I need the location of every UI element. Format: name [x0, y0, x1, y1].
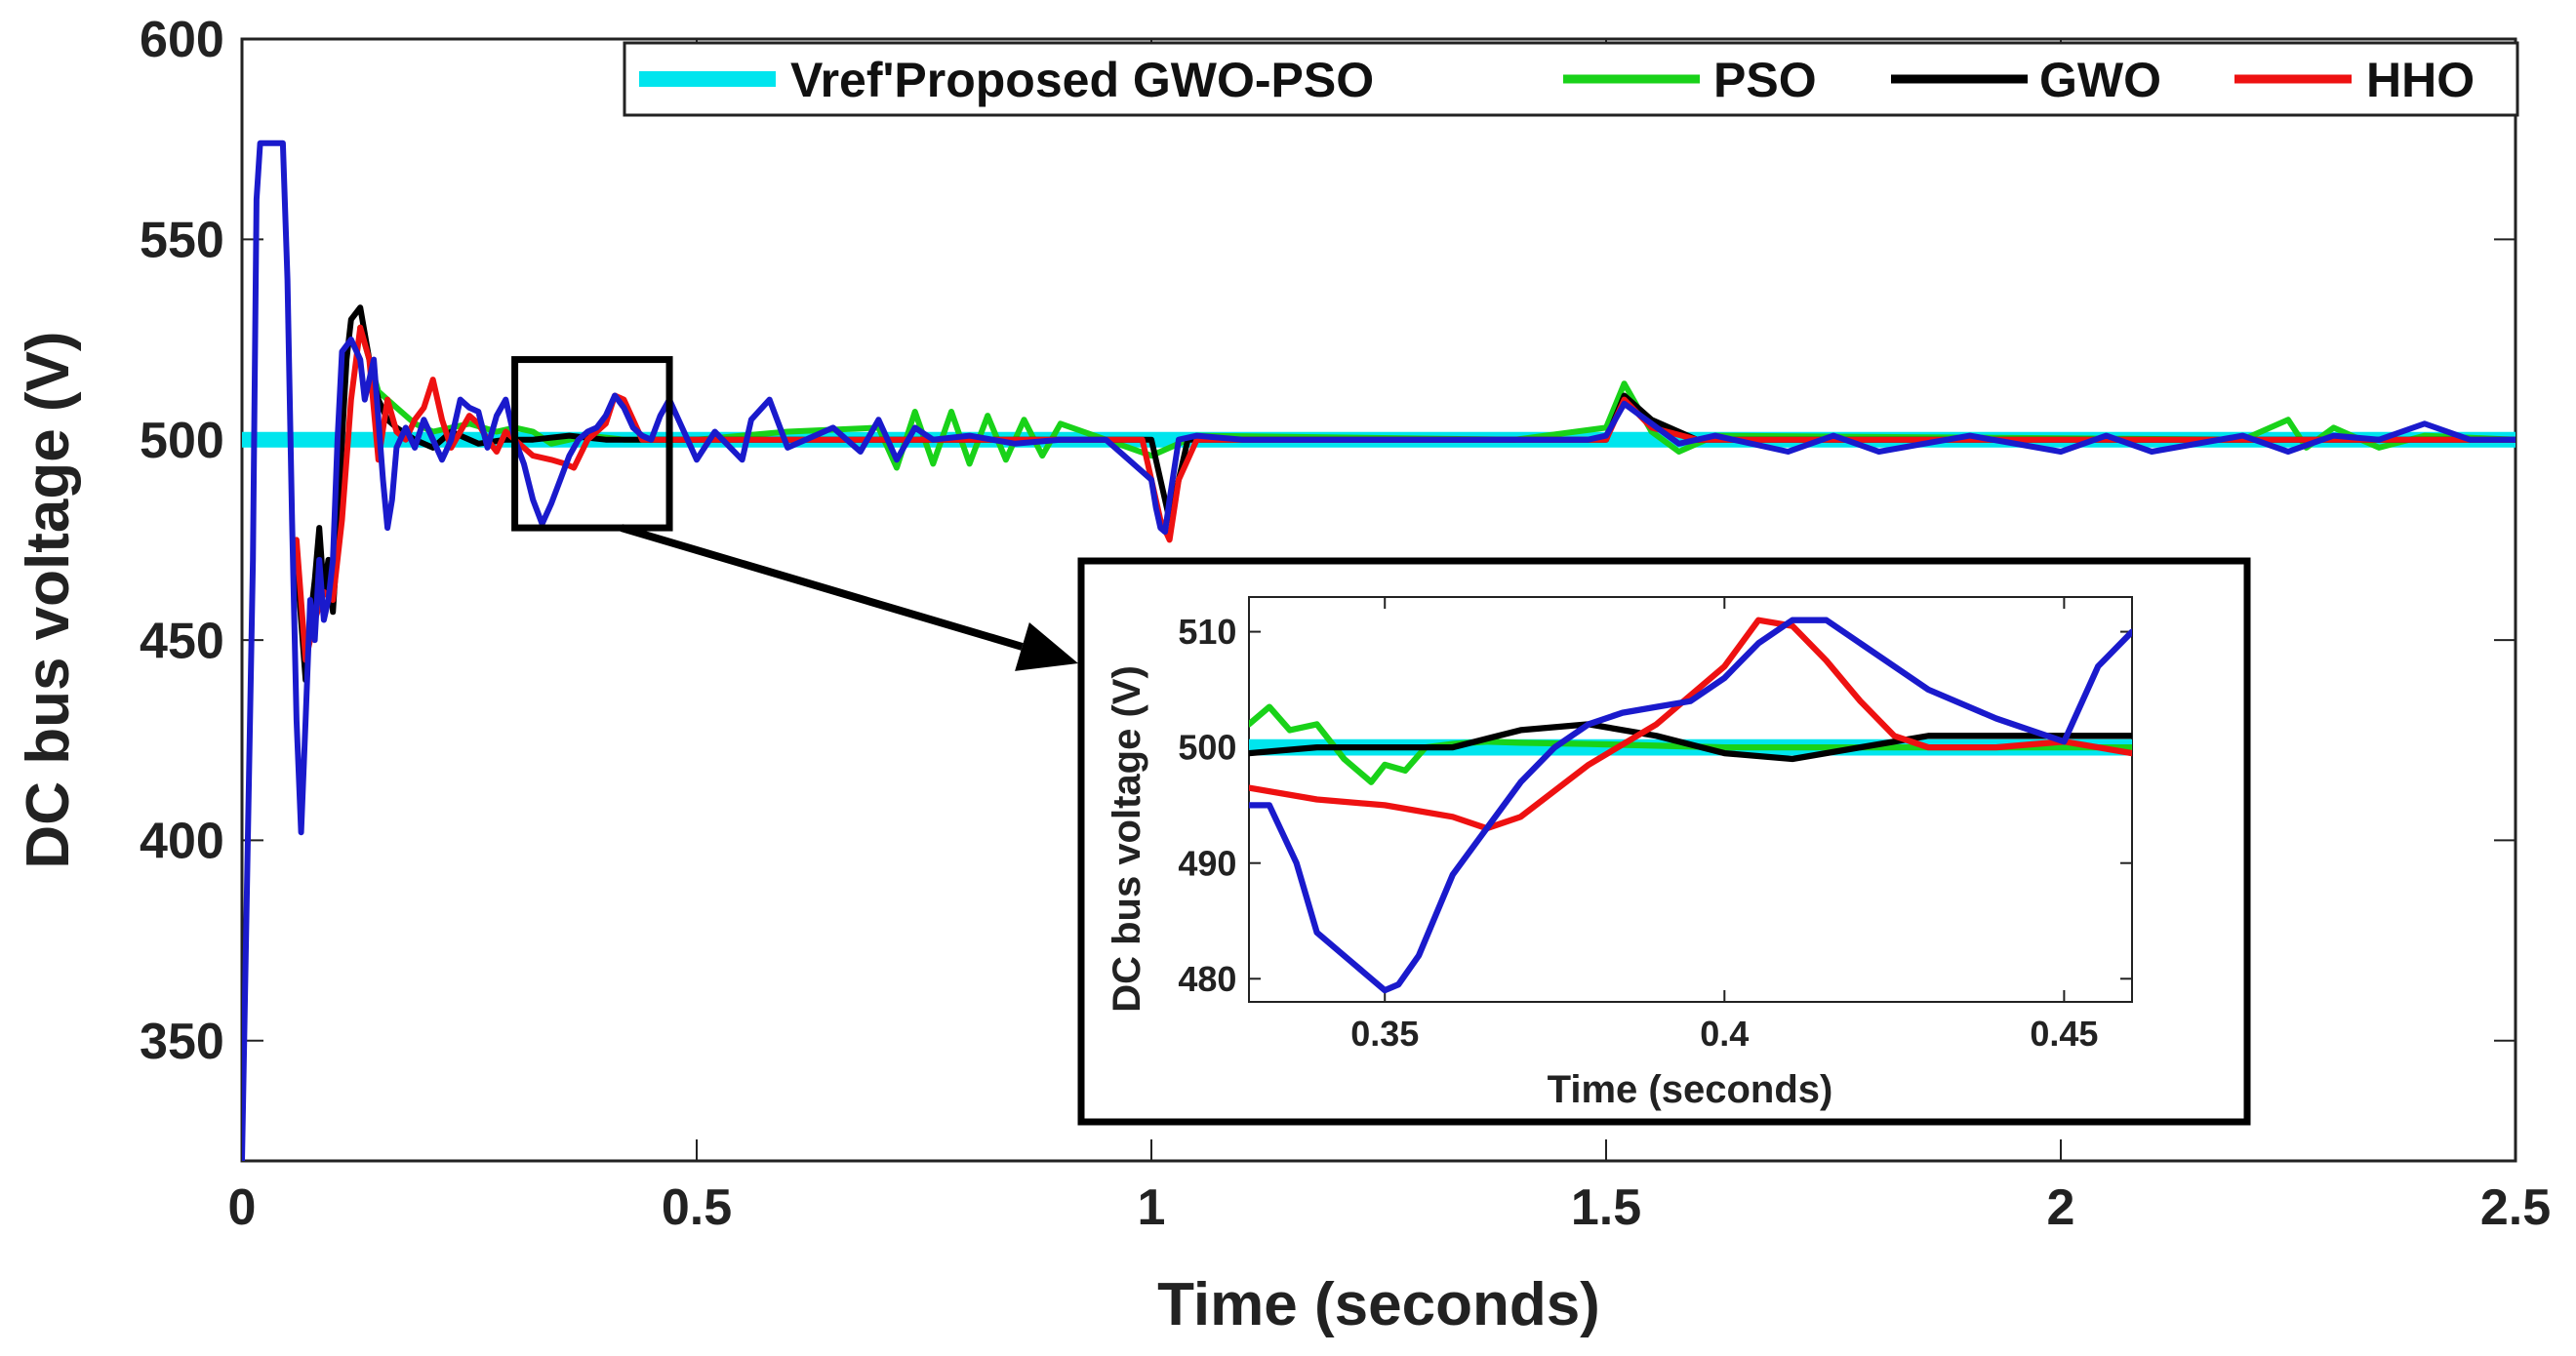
- inset-x-axis-label: Time (seconds): [1548, 1068, 1833, 1111]
- inset-plot-area: [1248, 596, 2133, 1003]
- legend-label-gwo: GWO: [2039, 53, 2161, 107]
- inset-series-hho: [1249, 617, 2132, 832]
- inset-y-tick-label: 510: [1178, 612, 1236, 652]
- x-tick-label: 2.5: [2480, 1179, 2551, 1236]
- y-tick-label: 450: [140, 613, 224, 669]
- y-tick-label: 500: [140, 413, 224, 469]
- x-tick-label: 2: [2047, 1179, 2075, 1236]
- legend-label-vref: Vref'Proposed GWO-PSO: [790, 53, 1374, 107]
- main-data-area: [242, 140, 2516, 1161]
- inset-y-tick-label: 500: [1178, 728, 1236, 768]
- x-tick-label: 1.5: [1571, 1179, 1641, 1236]
- zoom-arrow-head: [1015, 622, 1078, 671]
- inset-y-axis-label: DC bus voltage (V): [1106, 665, 1148, 1013]
- legend-label-hho: HHO: [2366, 53, 2475, 107]
- inset-axis-ticks: 0.35 0.4 0.45 480 490 500 510: [1178, 597, 2132, 1054]
- zoom-rectangle: [511, 356, 673, 532]
- inset-x-tick-label: 0.45: [2030, 1014, 2098, 1054]
- inset-series-gwo: [1249, 721, 2132, 763]
- legend: Vref'Proposed GWO-PSO PSO GWO HHO: [623, 41, 2519, 117]
- legend-item-gwo: GWO: [1891, 53, 2161, 107]
- zoom-arrow: [620, 524, 1024, 651]
- legend-item-pso: PSO: [1563, 53, 1817, 107]
- y-tick-label: 400: [140, 814, 224, 870]
- x-tick-label: 0.5: [662, 1179, 732, 1236]
- y-tick-label: 600: [140, 12, 224, 68]
- main-axis-ticks: 0 0.5 1 1.5 2 2.5 350 400 450 500 550 600: [140, 12, 2551, 1236]
- legend-item-hho: HHO: [2234, 53, 2475, 107]
- inset-x-tick-label: 0.4: [1700, 1014, 1749, 1054]
- x-tick-label: 1: [1138, 1179, 1166, 1236]
- inset-series-proposed-gwo-pso: [1249, 617, 2132, 994]
- inset-x-tick-label: 0.35: [1350, 1014, 1419, 1054]
- y-tick-label: 350: [140, 1014, 224, 1070]
- inset-series-group: [1249, 617, 2132, 994]
- inset-chart: 0.35 0.4 0.45 480 490 500 510 Time (seconds) D…: [1077, 557, 2251, 1126]
- main-series-group: [242, 140, 2516, 1161]
- x-tick-label: 0: [228, 1179, 257, 1236]
- inset-y-tick-label: 480: [1178, 959, 1236, 999]
- series-proposed-gwo-pso: [242, 140, 2516, 1161]
- legend-item-vref: Vref'Proposed GWO-PSO: [639, 53, 1374, 107]
- legend-label-pso: PSO: [1713, 53, 1817, 107]
- inset-data-area: [1249, 617, 2132, 994]
- zoom-indicator: [511, 356, 1078, 671]
- x-axis-label: Time (seconds): [1157, 1271, 1600, 1338]
- y-axis-label: DC bus voltage (V): [15, 331, 82, 868]
- inset-y-tick-label: 490: [1178, 843, 1236, 883]
- inset-series-pso: [1249, 703, 2132, 785]
- y-tick-label: 550: [140, 213, 224, 269]
